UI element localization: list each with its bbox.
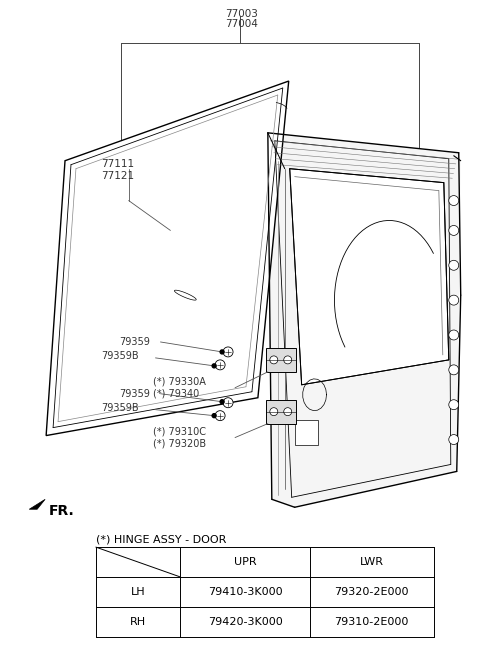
- Circle shape: [220, 400, 224, 404]
- Polygon shape: [266, 400, 296, 424]
- Circle shape: [223, 398, 233, 408]
- Circle shape: [215, 360, 225, 370]
- Circle shape: [449, 365, 459, 375]
- Polygon shape: [46, 81, 288, 436]
- Circle shape: [449, 260, 459, 270]
- Polygon shape: [174, 290, 196, 300]
- Polygon shape: [295, 420, 318, 444]
- Text: (*) HINGE ASSY - DOOR: (*) HINGE ASSY - DOOR: [96, 534, 226, 544]
- Circle shape: [449, 225, 459, 235]
- Polygon shape: [290, 169, 449, 385]
- Text: 79359: 79359: [119, 389, 150, 399]
- Circle shape: [212, 364, 216, 368]
- Text: 79359B: 79359B: [101, 351, 138, 361]
- Circle shape: [270, 356, 278, 364]
- Text: (*) 79320B: (*) 79320B: [153, 438, 205, 448]
- Text: (*) 79340: (*) 79340: [153, 389, 199, 399]
- Circle shape: [215, 411, 225, 421]
- Polygon shape: [268, 133, 461, 507]
- Text: (*) 79330A: (*) 79330A: [153, 377, 205, 387]
- Text: 79310-2E000: 79310-2E000: [335, 616, 409, 627]
- Circle shape: [220, 350, 224, 354]
- Text: 77111: 77111: [101, 159, 134, 169]
- Circle shape: [449, 330, 459, 340]
- Text: RH: RH: [130, 616, 146, 627]
- Circle shape: [270, 408, 278, 416]
- Text: 77003: 77003: [226, 9, 258, 19]
- Circle shape: [449, 196, 459, 205]
- Circle shape: [449, 400, 459, 410]
- Text: 79359: 79359: [119, 337, 150, 347]
- Text: 79359B: 79359B: [101, 403, 138, 413]
- Text: 77121: 77121: [101, 171, 134, 181]
- Text: 77004: 77004: [226, 19, 258, 29]
- Circle shape: [449, 295, 459, 305]
- Text: LH: LH: [131, 587, 145, 597]
- Circle shape: [449, 434, 459, 444]
- Text: 79420-3K000: 79420-3K000: [207, 616, 282, 627]
- Text: LWR: LWR: [360, 557, 384, 567]
- Polygon shape: [29, 499, 45, 509]
- Text: FR.: FR.: [49, 504, 75, 518]
- Polygon shape: [266, 348, 296, 372]
- Text: UPR: UPR: [234, 557, 256, 567]
- Text: 79320-2E000: 79320-2E000: [335, 587, 409, 597]
- Circle shape: [223, 347, 233, 357]
- Circle shape: [284, 356, 292, 364]
- Circle shape: [212, 414, 216, 418]
- Text: 79410-3K000: 79410-3K000: [208, 587, 282, 597]
- Text: (*) 79310C: (*) 79310C: [153, 426, 205, 437]
- Circle shape: [284, 408, 292, 416]
